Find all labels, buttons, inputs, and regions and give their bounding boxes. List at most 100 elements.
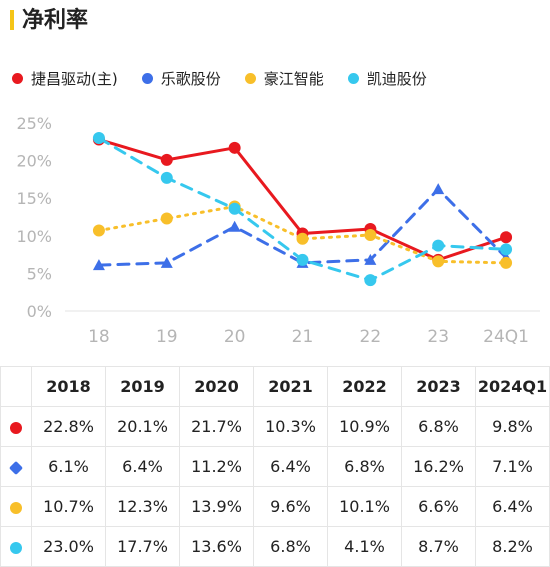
data-point xyxy=(92,132,105,145)
table-cell: 22.8% xyxy=(31,406,106,447)
data-point xyxy=(364,253,377,265)
table-cell: 23.0% xyxy=(31,526,106,567)
table-cell: 6.4% xyxy=(475,486,550,527)
table-cell: 11.2% xyxy=(179,446,254,487)
table-cell: 6.8% xyxy=(327,446,402,487)
legend-item[interactable]: 凯迪股份 xyxy=(347,68,427,89)
line-chart: 0% 5% 10% 15% 20% 25% 18 19 20 21 22 23 24Q1 xyxy=(16,114,540,347)
x-tick-label: 24Q1 xyxy=(483,327,529,347)
data-point xyxy=(296,232,309,245)
table-cell: 6.1% xyxy=(31,446,106,487)
legend-marker-icon xyxy=(141,72,153,84)
table-row: 23.0% 17.7% 13.6% 6.8% 4.1% 8.7% 8.2% xyxy=(0,526,550,567)
data-point xyxy=(500,243,513,256)
table-cell: 6.4% xyxy=(105,446,180,487)
table-cell: 10.1% xyxy=(327,486,402,527)
series-marker-icon xyxy=(10,421,22,434)
table-header-cell: 2022 xyxy=(327,366,402,407)
x-tick-label: 22 xyxy=(360,327,382,347)
x-tick-label: 20 xyxy=(224,327,246,347)
data-point xyxy=(160,153,173,166)
table-header-cell: 2021 xyxy=(253,366,328,407)
legend-item[interactable]: 捷昌驱动(主) xyxy=(12,68,118,89)
table-cell: 6.6% xyxy=(401,486,476,527)
data-point xyxy=(228,220,241,232)
table-cell: 6.8% xyxy=(253,526,328,567)
table-header-cell xyxy=(0,366,32,407)
y-tick-label: 25% xyxy=(16,114,52,133)
series-marker-cell xyxy=(0,406,32,447)
table-cell: 6.4% xyxy=(253,446,328,487)
legend-item[interactable]: 豪江智能 xyxy=(244,68,324,89)
page-title: 净利率 xyxy=(22,8,89,33)
x-tick-label: 23 xyxy=(427,327,449,347)
legend-marker-icon xyxy=(12,72,23,84)
series-line xyxy=(97,187,508,267)
data-point xyxy=(228,141,241,154)
legend-label: 捷昌驱动(主) xyxy=(31,69,118,88)
data-point xyxy=(160,171,173,184)
series-marker-icon xyxy=(10,501,22,514)
y-tick-label: 15% xyxy=(16,189,52,208)
table-header-cell: 2020 xyxy=(179,366,254,407)
table-cell: 8.7% xyxy=(401,526,476,567)
table-header-cell: 2024Q1 xyxy=(475,366,550,407)
table-cell: 4.1% xyxy=(327,526,402,567)
table-cell: 13.9% xyxy=(179,486,254,527)
table-cell: 10.7% xyxy=(31,486,106,527)
legend-item[interactable]: 乐歌股份 xyxy=(141,68,221,89)
y-tick-label: 10% xyxy=(16,227,52,246)
table-row: 22.8% 20.1% 21.7% 10.3% 10.9% 6.8% 9.8% xyxy=(0,406,550,447)
legend-label: 乐歌股份 xyxy=(160,69,221,88)
x-tick-label: 21 xyxy=(292,327,314,347)
data-point xyxy=(432,183,445,195)
data-table: 2018 2019 2020 2021 2022 2023 2024Q1 22.8% 20.1… xyxy=(0,366,550,567)
legend-marker-icon xyxy=(244,72,256,84)
data-point xyxy=(92,259,105,271)
title-accent-bar xyxy=(10,10,14,30)
series-marker-icon xyxy=(8,460,24,475)
table-row: 6.1% 6.4% 11.2% 6.4% 6.8% 16.2% 7.1% xyxy=(0,446,550,487)
series-marker-cell xyxy=(0,446,32,487)
data-point xyxy=(500,256,513,269)
y-tick-label: 20% xyxy=(16,152,52,171)
x-tick-label: 19 xyxy=(156,327,178,347)
table-cell: 7.1% xyxy=(475,446,550,487)
legend-marker-icon xyxy=(347,72,359,84)
data-point xyxy=(364,229,377,242)
table-cell: 21.7% xyxy=(179,406,254,447)
table-cell: 17.7% xyxy=(105,526,180,567)
x-tick-label: 18 xyxy=(88,327,110,347)
table-header-cell: 2019 xyxy=(105,366,180,407)
table-cell: 6.8% xyxy=(401,406,476,447)
table-cell: 13.6% xyxy=(179,526,254,567)
legend-label: 豪江智能 xyxy=(263,69,324,88)
table-cell: 20.1% xyxy=(105,406,180,447)
table-cell: 9.8% xyxy=(475,406,550,447)
series-marker-cell xyxy=(0,526,32,567)
chart-legend: 捷昌驱动(主) 乐歌股份 豪江智能 凯迪股份 xyxy=(12,67,451,89)
table-cell: 10.9% xyxy=(327,406,402,447)
data-point xyxy=(160,212,173,225)
data-point xyxy=(296,253,309,266)
data-point xyxy=(432,239,445,252)
data-point xyxy=(500,231,513,244)
y-tick-label: 5% xyxy=(27,264,52,283)
table-cell: 8.2% xyxy=(475,526,550,567)
legend-label: 凯迪股份 xyxy=(366,69,427,88)
table-header-cell: 2018 xyxy=(31,366,106,407)
table-cell: 12.3% xyxy=(105,486,180,527)
table-header-row: 2018 2019 2020 2021 2022 2023 2024Q1 xyxy=(0,366,550,407)
series-marker-icon xyxy=(10,541,22,554)
table-cell: 9.6% xyxy=(253,486,328,527)
data-point xyxy=(92,224,105,237)
table-cell: 10.3% xyxy=(253,406,328,447)
table-row: 10.7% 12.3% 13.9% 9.6% 10.1% 6.6% 6.4% xyxy=(0,486,550,527)
data-point xyxy=(160,256,173,268)
data-point xyxy=(228,202,241,215)
table-header-cell: 2023 xyxy=(401,366,476,407)
y-tick-label: 0% xyxy=(27,302,52,321)
series-marker-cell xyxy=(0,486,32,527)
data-point xyxy=(432,255,445,268)
table-cell: 16.2% xyxy=(401,446,476,487)
